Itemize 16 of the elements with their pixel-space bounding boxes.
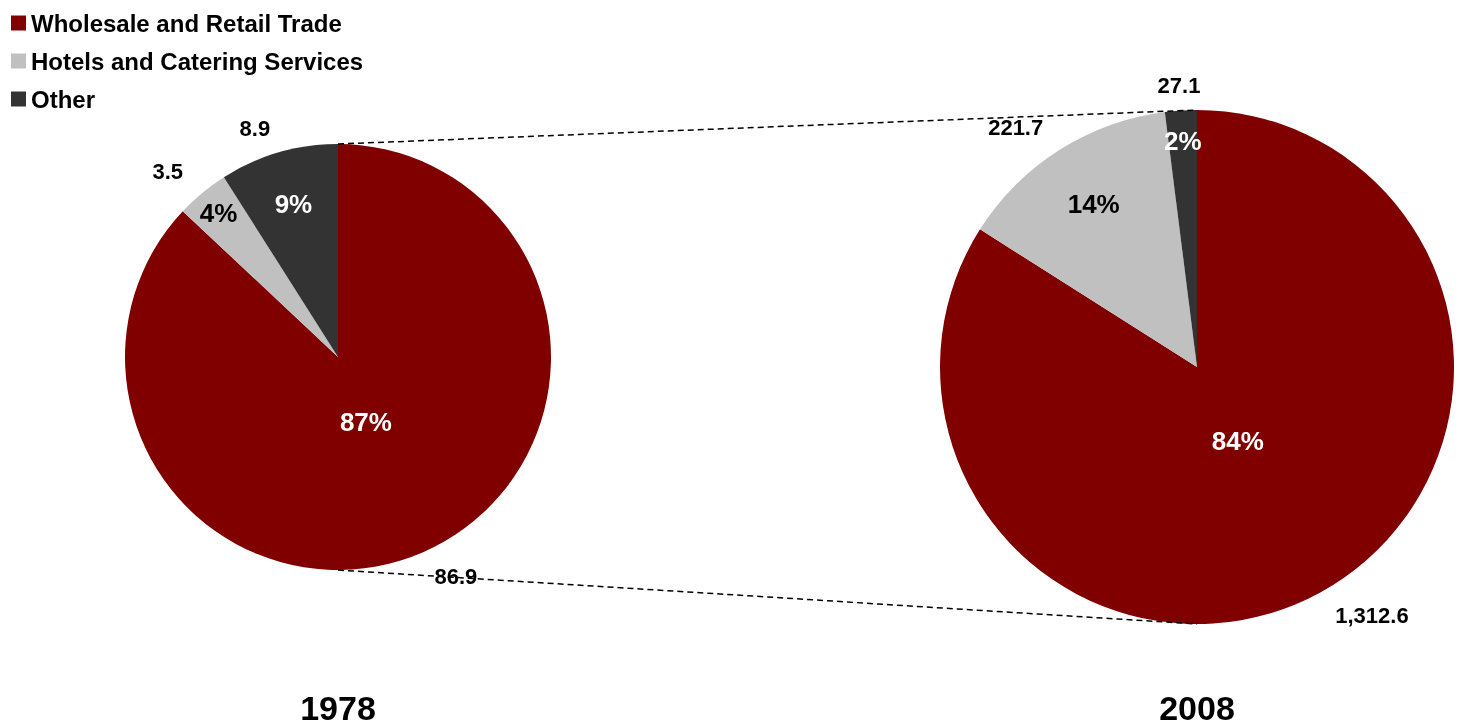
data-label: 4% <box>199 197 238 228</box>
data-label: 14% <box>1067 189 1120 220</box>
text: 86.9 <box>434 563 478 589</box>
text: 27.1 <box>1157 73 1201 99</box>
text: 3.5 <box>152 158 184 184</box>
text: 1978 <box>300 689 376 727</box>
legend-label: Wholesale and Retail Trade <box>31 9 342 37</box>
data-label: 87% <box>339 406 392 437</box>
data-label: 84% <box>1211 426 1264 457</box>
legend-label: Hotels and Catering Services <box>31 47 364 75</box>
data-label: 9% <box>274 188 313 219</box>
text: 2008 <box>1159 689 1235 727</box>
legend-label: Other <box>31 85 96 113</box>
text: 1,312.6 <box>1335 602 1409 628</box>
text: 221.7 <box>988 114 1044 140</box>
text: 8.9 <box>239 115 271 141</box>
